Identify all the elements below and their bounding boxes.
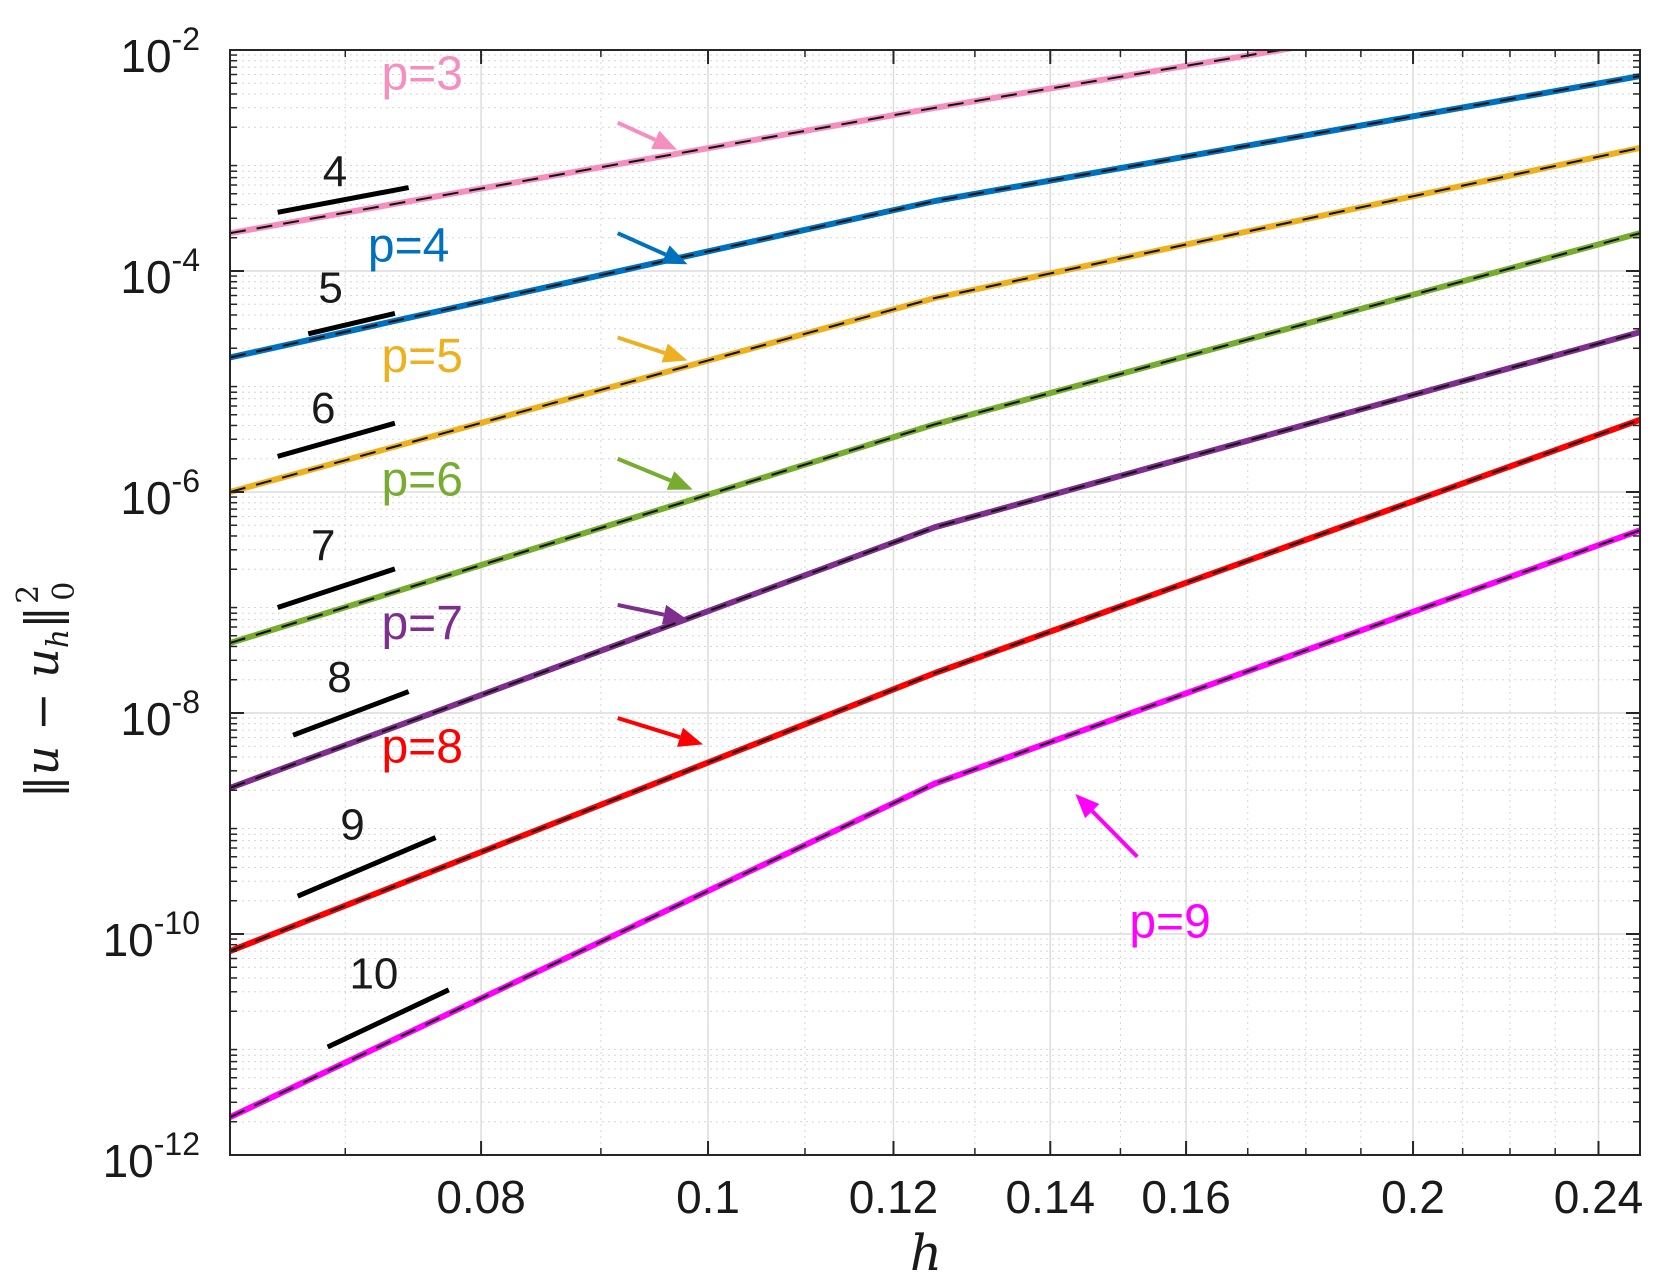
x-tick-label: 0.14 bbox=[1006, 1171, 1096, 1223]
slope-indicator-line bbox=[326, 987, 450, 1050]
reference-dashed-line-p=4 bbox=[230, 75, 1640, 359]
reference-dashed-line-p=9 bbox=[230, 529, 1640, 1119]
y-tick-label: 10-2 bbox=[120, 21, 200, 82]
arrow-head-p=5 bbox=[661, 343, 688, 363]
reference-dashed-line-p=8 bbox=[230, 418, 1640, 953]
arrow-shaft-p=3 bbox=[616, 120, 657, 142]
arrow-shaft-p=8 bbox=[617, 716, 681, 740]
slope-label: 10 bbox=[349, 950, 398, 999]
series-label-p=9: p=9 bbox=[1129, 895, 1210, 948]
y-tick-label: 10-10 bbox=[103, 905, 200, 966]
slope-label: 8 bbox=[327, 653, 351, 702]
slope-indicator-line bbox=[277, 185, 410, 215]
slope-indicators: 4 5 6 7 8 9 10 bbox=[276, 148, 450, 1050]
series-line-p=6 bbox=[230, 230, 1640, 646]
plot-area-frame bbox=[229, 49, 1641, 1156]
slope-indicator-line bbox=[276, 566, 396, 610]
y-axis-label: ‖u − uh‖20 bbox=[11, 582, 82, 799]
series-label-p=6: p=6 bbox=[381, 453, 462, 506]
series-label-p=8: p=8 bbox=[381, 720, 462, 773]
series-label-p=5: p=5 bbox=[381, 330, 462, 383]
y-tick-label: 10-8 bbox=[120, 684, 200, 745]
arrow-shaft-p=6 bbox=[616, 456, 672, 483]
slope-indicator-line bbox=[296, 835, 437, 899]
reference-dashed-line-p=7 bbox=[230, 331, 1640, 789]
arrow-head-p=4 bbox=[661, 245, 688, 265]
slope-label: 4 bbox=[323, 148, 347, 197]
x-axis-label: h bbox=[910, 1224, 942, 1282]
slope-indicator-line bbox=[277, 420, 396, 459]
arrow-head-p=6 bbox=[666, 471, 693, 490]
arrow-head-p=7 bbox=[661, 604, 688, 625]
arrow-head-p=9 bbox=[1075, 793, 1100, 819]
slope-indicator-line bbox=[292, 689, 410, 738]
series-layer bbox=[230, 50, 1640, 1120]
slope-label: 5 bbox=[318, 263, 342, 312]
x-tick-label: 0.24 bbox=[1554, 1171, 1644, 1223]
x-tick-label: 0.12 bbox=[849, 1171, 939, 1223]
x-tick-label: 0.08 bbox=[436, 1171, 526, 1223]
reference-dashed-line-p=6 bbox=[230, 232, 1640, 644]
y-tick-label: 10-6 bbox=[120, 463, 200, 524]
arrow-shaft-p=5 bbox=[617, 335, 666, 355]
slope-label: 9 bbox=[340, 800, 364, 849]
arrow-head-p=3 bbox=[651, 130, 678, 150]
x-tick-label: 0.1 bbox=[676, 1171, 740, 1223]
arrow-shaft-p=4 bbox=[616, 231, 667, 257]
slope-label: 6 bbox=[311, 384, 335, 433]
svg-text:‖u − uh‖20: ‖u − uh‖20 bbox=[11, 582, 82, 799]
series-label-p=4: p=4 bbox=[368, 220, 449, 273]
arrow-shaft-p=7 bbox=[617, 603, 665, 617]
series-annotations: p=3 p=4 p=5 p=6 p=7 p=8 p=9 bbox=[368, 48, 1211, 949]
axes: 10-2 10-4 10-6 10-8 10-10 10-12 0.08 0.1 0.12 0.1… bbox=[103, 21, 1644, 1223]
reference-dashed-line-p=3 bbox=[230, 50, 1287, 235]
slope-label: 7 bbox=[311, 521, 335, 570]
x-tick-label: 0.16 bbox=[1141, 1171, 1231, 1223]
arrow-shaft-p=9 bbox=[1090, 809, 1139, 859]
arrow-head-p=8 bbox=[677, 727, 703, 747]
series-label-p=7: p=7 bbox=[381, 597, 462, 650]
reference-dashed-line-p=5 bbox=[230, 146, 1640, 493]
series-label-p=3: p=3 bbox=[381, 48, 462, 101]
x-tick-label: 0.2 bbox=[1381, 1171, 1445, 1223]
slope-indicator-line bbox=[307, 310, 396, 337]
y-tick-label: 10-12 bbox=[103, 1126, 200, 1187]
y-tick-label: 10-4 bbox=[120, 242, 200, 303]
